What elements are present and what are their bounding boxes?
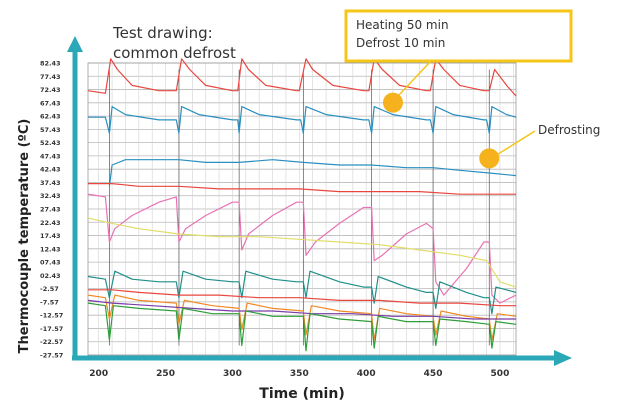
annotation-markers	[382, 92, 500, 169]
y-tick-label: -7.57	[40, 298, 59, 306]
series-line	[87, 302, 517, 352]
chart-title: Test drawing:	[112, 24, 213, 42]
x-tick-labels: 200 250 300 350 400 450 500	[89, 369, 509, 379]
x-tick-label: 450	[424, 369, 443, 379]
defrost-callout: Defrosting	[494, 123, 600, 157]
y-tick-label: 72.43	[40, 86, 61, 94]
plot-frame	[87, 62, 517, 356]
series-line	[88, 289, 516, 307]
series-layer	[87, 58, 517, 352]
y-tick-label: -12.57	[40, 312, 63, 320]
y-tick-label: 67.43	[40, 99, 61, 107]
y-tick-label: 17.43	[40, 232, 61, 240]
y-tick-label: -22.57	[40, 338, 63, 346]
x-tick-label: 200	[89, 369, 108, 379]
axes	[67, 36, 572, 366]
x-axis-label: Time (min)	[259, 386, 344, 402]
y-tick-labels: 82.43 77.43 72.43 67.43 62.43 57.43 52.43 47.43…	[40, 60, 63, 360]
x-tick-label: 300	[223, 369, 242, 379]
y-tick-label: 47.43	[40, 152, 61, 160]
callout-pointer	[397, 61, 431, 97]
y-tick-label: 52.43	[40, 139, 61, 147]
series-line	[87, 294, 517, 341]
x-tick-label: 250	[156, 369, 175, 379]
series-line	[88, 183, 516, 195]
grid	[87, 62, 517, 356]
y-tick-label: 22.43	[40, 219, 61, 227]
series-line	[108, 159, 517, 187]
series-line	[87, 217, 517, 288]
series-line	[88, 106, 517, 134]
y-tick-label: 37.43	[40, 179, 61, 187]
x-tick-label: 500	[491, 369, 510, 379]
y-tick-label: 42.43	[40, 166, 61, 174]
y-tick-label: -27.57	[40, 352, 63, 360]
y-tick-label: 12.43	[40, 245, 61, 253]
series-line	[87, 299, 516, 320]
y-tick-label: 32.43	[40, 192, 61, 200]
series-line	[87, 58, 517, 97]
callout-line-2: Defrost 10 min	[356, 36, 445, 50]
y-tick-label: 82.43	[40, 60, 61, 68]
defrost-pointer	[494, 130, 536, 157]
y-tick-label: 27.43	[40, 206, 61, 214]
defrost-label: Defrosting	[538, 123, 600, 137]
y-tick-label: 07.43	[40, 259, 61, 267]
callout-box	[344, 9, 573, 63]
chart-subtitle: common defrost	[113, 44, 236, 62]
x-tick-label: 400	[357, 369, 376, 379]
y-tick-label: -2.57	[40, 285, 59, 293]
x-axis-arrow	[554, 350, 572, 366]
y-tick-label: 77.43	[40, 73, 61, 81]
y-tick-label: 62.43	[40, 113, 61, 121]
y-tick-label: -17.57	[40, 325, 63, 333]
y-tick-label: 02.43	[40, 272, 61, 280]
callout-line-1: Heating 50 min	[356, 18, 449, 32]
y-axis-arrow	[67, 36, 83, 52]
heating-callout: Heating 50 min Defrost 10 min	[344, 9, 573, 97]
x-tick-label: 350	[290, 369, 309, 379]
y-axis-label: Thermocouple temperature (ºC)	[17, 119, 32, 354]
annotation-marker	[382, 92, 403, 113]
annotation-marker	[479, 148, 500, 169]
y-tick-label: 57.43	[40, 126, 61, 134]
